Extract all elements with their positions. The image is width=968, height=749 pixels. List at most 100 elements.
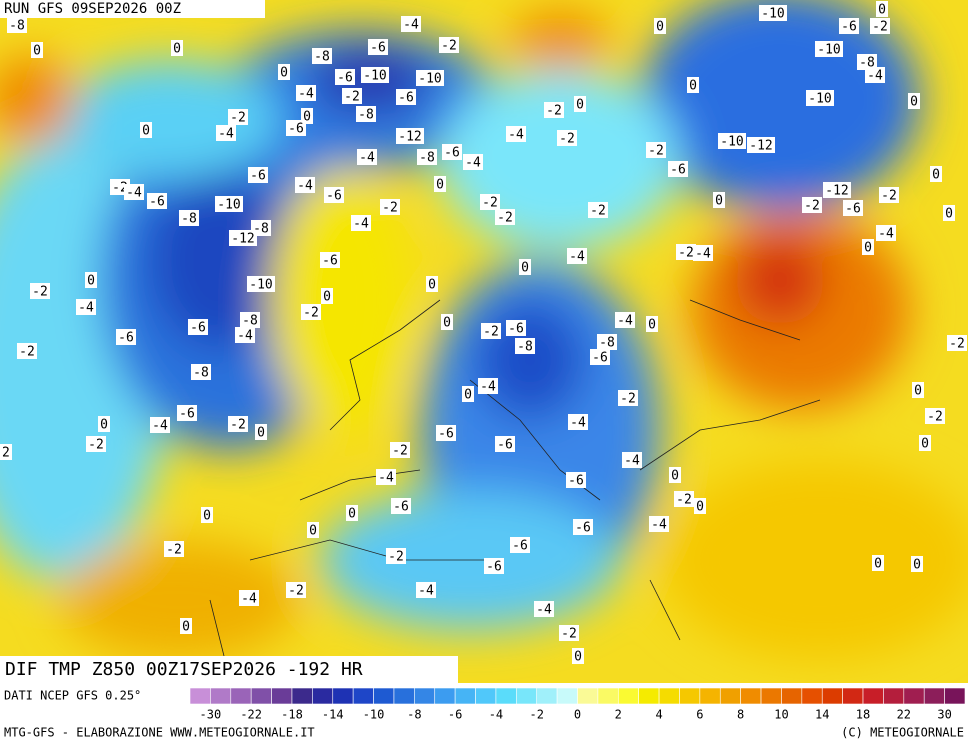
contour-label-text: -2	[388, 550, 404, 565]
contour-label-text: 0	[303, 110, 311, 125]
contour-label-box	[747, 137, 775, 153]
contour-label: -2	[301, 304, 321, 321]
contour-label-text: -2	[392, 444, 408, 459]
contour-label: -6	[368, 39, 388, 56]
contour-label-box	[676, 244, 696, 260]
contour-label-box	[947, 335, 967, 351]
contour-label-box	[7, 17, 27, 33]
contour-label-text: 0	[576, 98, 584, 113]
contour-label-text: -10	[418, 72, 441, 87]
contour-label-text: 0	[913, 558, 921, 573]
contour-label-text: -6	[149, 195, 165, 210]
contour-label: -2	[380, 199, 400, 216]
contour-label-text: -4	[570, 416, 586, 431]
contour-label-box	[390, 442, 410, 458]
contour-label-text: 0	[348, 507, 356, 522]
contour-label: -4	[216, 125, 236, 142]
contour-label: -4	[534, 601, 554, 618]
contour-label: 0	[919, 435, 931, 452]
contour-label-box	[150, 417, 170, 433]
contour-label-box	[815, 41, 843, 57]
contour-label-box	[590, 349, 610, 365]
contour-label-text: -8	[193, 366, 209, 381]
contour-label-box	[240, 312, 260, 328]
contour-label-text: -2	[590, 204, 606, 219]
colorbar-swatch	[230, 687, 252, 705]
contour-label: -2	[646, 142, 666, 159]
colorbar-tick-label: 0	[574, 708, 581, 722]
contour-label: 0	[912, 382, 924, 399]
contour-label-text: -12	[825, 184, 848, 199]
contour-label-text: -6	[486, 560, 502, 575]
contour-label-box	[622, 452, 642, 468]
run-label: RUN GFS 09SEP2026 00Z	[4, 1, 181, 17]
contour-label: -8	[857, 54, 877, 71]
contour-label-text: -6	[190, 321, 206, 336]
contour-label-text: -8	[517, 340, 533, 355]
contour-label-box	[649, 516, 669, 532]
contour-label: -4	[124, 184, 144, 201]
contour-label-text: -6	[393, 500, 409, 515]
contour-label-box	[436, 425, 456, 441]
contour-label-box	[802, 197, 822, 213]
contour-label-box	[669, 467, 681, 483]
contour-label: 0	[278, 64, 290, 81]
contour-label: -8	[597, 334, 617, 351]
contour-label: -2	[481, 323, 501, 340]
contour-label-text: -8	[419, 151, 435, 166]
contour-label-box	[713, 192, 725, 208]
contour-label: -4	[567, 248, 587, 265]
contour-label-box	[519, 259, 531, 275]
contour-label: -6	[188, 319, 208, 336]
colorbar-swatch	[434, 687, 456, 705]
contour-label: -6	[248, 167, 268, 184]
colorbar-swatch	[516, 687, 538, 705]
contour-label: 0	[321, 288, 333, 305]
contour-label-text: -6	[337, 71, 353, 86]
contour-label-text: 0	[257, 426, 265, 441]
contour-label-box	[806, 90, 834, 106]
contour-label: -4	[357, 149, 377, 166]
contour-label: -2	[674, 491, 694, 508]
contour-label-text: -4	[126, 186, 142, 201]
contour-label-text: -2	[382, 201, 398, 216]
contour-label-box	[324, 187, 344, 203]
contour-label-text: -2	[88, 438, 104, 453]
colorbar-tick-label: 30	[937, 708, 951, 722]
contour-label: -4	[239, 590, 259, 607]
contour-label-box	[396, 128, 424, 144]
contour-label-text: -2	[482, 196, 498, 211]
contour-label-text: -4	[297, 179, 313, 194]
contour-label-text: -8	[358, 108, 374, 123]
contour-label-box	[463, 154, 483, 170]
contour-label-text: -6	[398, 91, 414, 106]
colorbar-swatch	[719, 687, 741, 705]
contour-label: -12	[823, 182, 851, 199]
contour-label-box	[216, 125, 236, 141]
contour-label-text: 0	[696, 500, 704, 515]
contour-label-text: -4	[298, 87, 314, 102]
contour-label-box	[286, 120, 306, 136]
contour-label-text: -2	[230, 418, 246, 433]
contour-label: 0	[307, 522, 319, 539]
contour-label-text: 0	[87, 274, 95, 289]
contour-label-box	[478, 378, 498, 394]
contour-label-box	[215, 196, 243, 212]
contour-label: 0	[519, 259, 531, 276]
contour-label-text: 0	[280, 66, 288, 81]
contour-label-text: -2	[112, 181, 128, 196]
contour-label-box	[865, 67, 885, 83]
contour-label: -4	[401, 16, 421, 33]
contour-label: -4	[150, 417, 170, 434]
contour-label-text: -2	[32, 285, 48, 300]
contour-label: 0	[201, 507, 213, 524]
contour-label-box	[908, 93, 920, 109]
contour-label-box	[442, 144, 462, 160]
contour-label-text: 0	[323, 290, 331, 305]
contour-label-text: 0	[436, 178, 444, 193]
colorbar-swatch	[352, 687, 374, 705]
contour-label: -2	[228, 416, 248, 433]
contour-label: -2	[86, 436, 106, 453]
contour-label-text: 0	[945, 207, 953, 222]
contour-label: -2	[870, 18, 890, 35]
